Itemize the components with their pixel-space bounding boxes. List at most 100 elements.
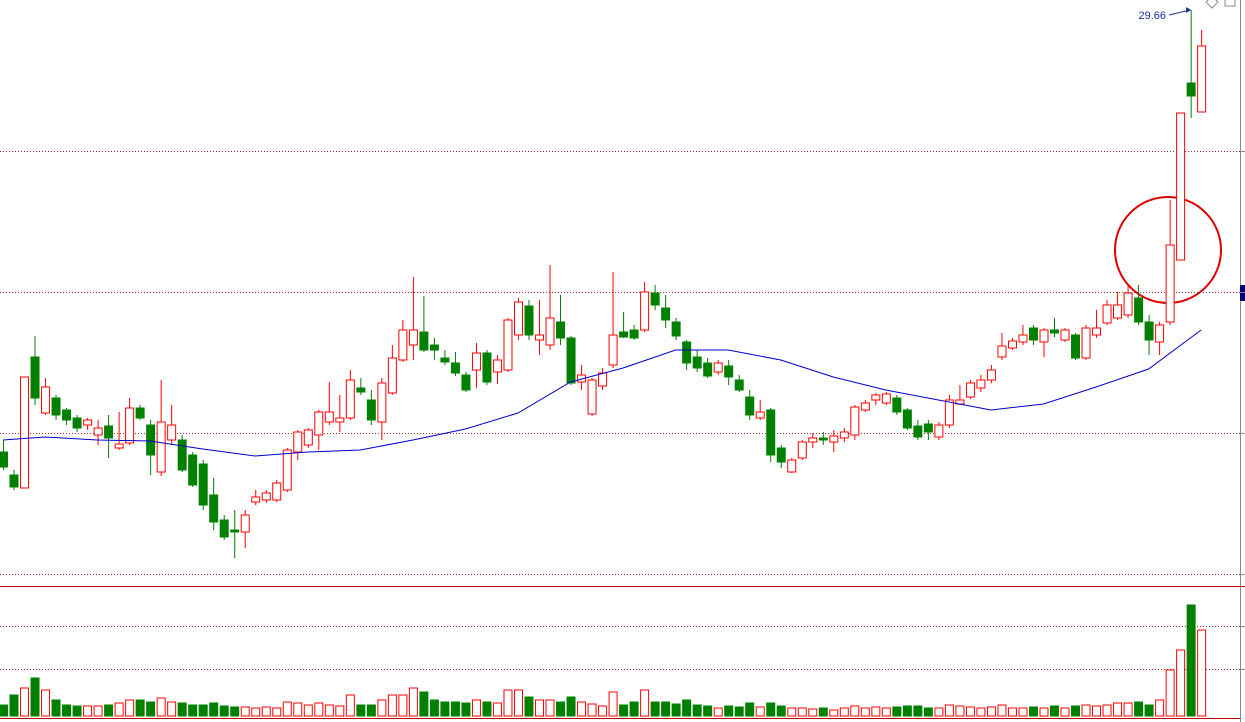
candle-body [629, 329, 639, 339]
candle-body [167, 424, 177, 441]
candle-body [104, 425, 114, 439]
volume-bar [724, 705, 734, 717]
volume-bar [0, 704, 8, 717]
volume-bar [881, 707, 891, 717]
volume-bar [535, 699, 545, 717]
volume-bar [30, 677, 40, 717]
toolbar-icon[interactable] [1205, 0, 1219, 9]
volume-bar [965, 706, 975, 717]
volume-bar [1102, 704, 1112, 717]
volume-bar [240, 706, 250, 717]
volume-bar [808, 708, 818, 717]
volume-bar [692, 704, 702, 717]
candle-body [440, 357, 450, 363]
volume-bar [20, 687, 30, 717]
volume-bar [146, 701, 156, 717]
candle-body [419, 331, 429, 351]
volume-bar [1092, 705, 1102, 717]
candle-body [755, 411, 765, 419]
candle-body [997, 345, 1007, 358]
candle-body [1134, 297, 1144, 323]
candle-body [881, 393, 891, 404]
volume-bar [72, 705, 82, 717]
candle-body [261, 492, 271, 501]
candle-body [450, 362, 460, 374]
volume-bar [923, 707, 933, 717]
candle-body [177, 439, 187, 471]
candle-body [240, 514, 250, 533]
candle-body [818, 437, 828, 441]
candle-body [902, 409, 912, 429]
volume-bar [324, 704, 334, 717]
volume-bar [104, 704, 114, 717]
candle-body [282, 449, 292, 491]
volume-bar [135, 699, 145, 717]
candle-body [146, 424, 156, 456]
candle-body [608, 334, 618, 366]
candle-body [272, 482, 282, 501]
candle-body [619, 331, 629, 338]
candle-body [535, 334, 545, 341]
candle-body [1113, 304, 1123, 319]
candle-body [934, 424, 944, 438]
volume-bar [913, 705, 923, 717]
candle-body [766, 409, 776, 456]
volume-bar [1081, 704, 1091, 717]
candle-body [713, 362, 723, 373]
volume-bar [335, 705, 345, 717]
volume-bar [408, 687, 418, 717]
candle-body [661, 307, 671, 321]
candle-body [335, 417, 345, 423]
candle-body [1092, 327, 1102, 336]
candle-body [724, 365, 734, 378]
volume-bar [766, 702, 776, 717]
volume-bar [114, 702, 124, 717]
candle-body [83, 419, 93, 426]
candle-body [587, 379, 597, 415]
candle-body [944, 399, 954, 426]
volume-bar [366, 704, 376, 717]
candle-body [1018, 334, 1028, 343]
volume-bar [682, 699, 692, 717]
volume-bar [556, 701, 566, 717]
candle-body [513, 301, 523, 336]
volume-bar [524, 696, 534, 717]
volume-bar [892, 706, 902, 717]
annotation-label: 29.66 [1138, 10, 1166, 22]
candle-body [188, 454, 198, 486]
candle-body [913, 425, 923, 438]
volume-bar [1018, 707, 1028, 717]
volume-bar [209, 702, 219, 717]
moving-average [2, 329, 1202, 457]
candle-body [503, 319, 513, 371]
candle-body [850, 406, 860, 436]
candle-body [1102, 304, 1112, 324]
volume-bar [251, 707, 261, 717]
candle-body [429, 344, 439, 351]
volume-bar [713, 707, 723, 717]
candle-body [1155, 324, 1165, 343]
volume-bar [1007, 707, 1017, 717]
candle-body [892, 397, 902, 413]
volume-bar [1186, 604, 1196, 717]
volume-bar [776, 705, 786, 717]
volume-bar [167, 701, 177, 717]
volume-bar [219, 705, 229, 717]
candle-body [51, 397, 61, 416]
candle-body [1123, 292, 1133, 316]
volume-bar [177, 702, 187, 717]
candle-body [471, 352, 481, 371]
toolbar-icon[interactable] [1224, 0, 1236, 7]
candle-body [1039, 329, 1049, 343]
volume-bar [1113, 702, 1123, 717]
candle-body [293, 431, 303, 453]
volume-bar [1144, 704, 1154, 717]
candle-body [556, 321, 566, 339]
candle-body [745, 396, 755, 416]
candle-body [545, 317, 555, 346]
volume-bar [839, 707, 849, 717]
candle-body [9, 474, 19, 488]
candle-body [692, 356, 702, 369]
volume-bar [198, 704, 208, 717]
